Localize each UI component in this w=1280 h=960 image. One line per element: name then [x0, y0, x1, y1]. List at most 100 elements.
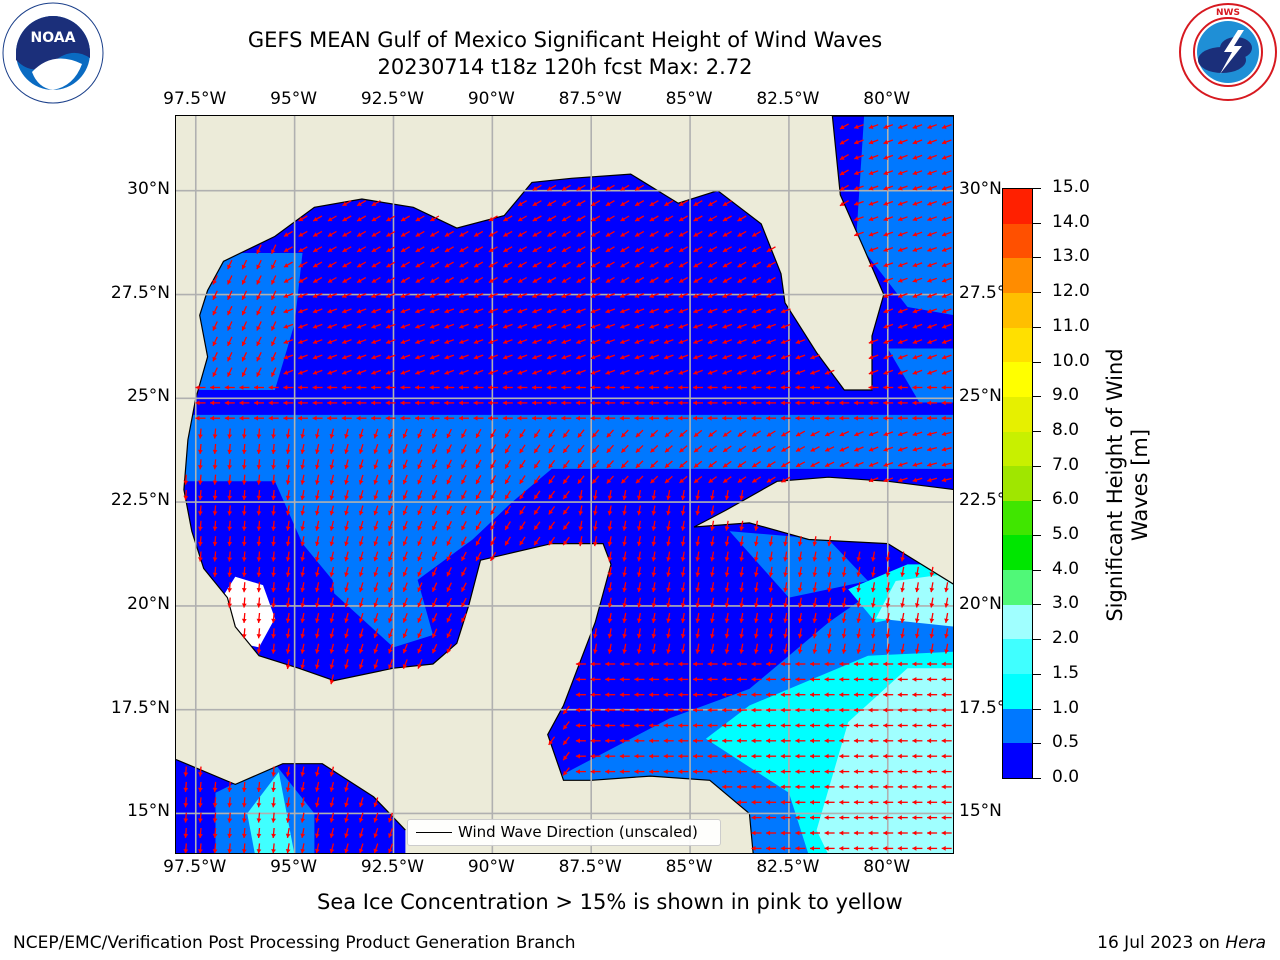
footer-date: 16 Jul 2023 on Hera: [1097, 933, 1266, 953]
wave-direction-arrow: [927, 170, 938, 176]
wave-direction-arrow: [605, 323, 616, 329]
wave-direction-arrow: [883, 707, 894, 713]
wave-direction-arrow: [239, 415, 250, 421]
wave-direction-arrow: [795, 677, 806, 682]
wave-direction-arrow: [388, 643, 394, 654]
wave-direction-arrow: [739, 536, 745, 547]
vector-legend: Wind Wave Direction (unscaled): [407, 819, 721, 846]
wave-direction-arrow: [285, 797, 291, 808]
wave-direction-arrow: [780, 738, 791, 744]
wave-direction-arrow: [344, 551, 349, 562]
wave-direction-arrow: [417, 582, 423, 593]
wave-direction-arrow: [283, 308, 294, 314]
wave-direction-arrow: [856, 612, 862, 624]
wave-direction-arrow: [929, 628, 935, 639]
wave-direction-arrow: [941, 231, 952, 237]
wave-direction-arrow: [751, 415, 762, 421]
wave-direction-arrow: [883, 477, 894, 483]
wave-direction-arrow: [751, 400, 762, 406]
wave-direction-arrow: [868, 431, 879, 437]
wave-direction-arrow: [634, 385, 645, 390]
wave-direction-arrow: [271, 766, 276, 777]
wave-direction-arrow: [312, 339, 323, 344]
wave-direction-arrow: [853, 677, 864, 682]
wave-direction-arrow: [739, 520, 745, 531]
wave-direction-arrow: [227, 551, 233, 562]
wave-direction-arrow: [751, 445, 762, 453]
wave-direction-arrow: [241, 566, 247, 577]
wave-direction-arrow: [885, 643, 891, 654]
wave-direction-arrow: [532, 369, 542, 375]
wave-direction-arrow: [388, 520, 394, 531]
wave-direction-arrow: [590, 323, 601, 329]
wave-direction-arrow: [285, 536, 291, 547]
wave-direction-arrow: [256, 536, 262, 547]
wave-direction-arrow: [546, 308, 557, 314]
wave-direction-arrow: [944, 628, 949, 639]
wave-direction-arrow: [385, 400, 396, 406]
wave-direction-arrow: [183, 843, 189, 853]
wave-direction-arrow: [356, 308, 367, 314]
colorbar-tick: [1033, 778, 1041, 779]
wave-direction-arrow: [766, 677, 777, 682]
bottom-lon-tick-label: 82.5°W: [756, 857, 820, 877]
wave-direction-arrow: [766, 753, 777, 759]
wave-direction-arrow: [358, 490, 364, 500]
wave-direction-arrow: [241, 490, 247, 501]
wave-direction-arrow: [212, 827, 218, 839]
wave-direction-arrow: [781, 445, 791, 453]
wave-direction-arrow: [766, 308, 777, 314]
wave-direction-arrow: [327, 323, 338, 329]
wave-direction-arrow: [198, 536, 203, 547]
wave-direction-arrow: [446, 505, 452, 516]
wave-direction-arrow: [634, 308, 645, 314]
wave-band-region: [294, 473, 433, 648]
wave-direction-arrow: [680, 612, 686, 624]
wave-direction-arrow: [575, 661, 586, 667]
wave-direction-arrow: [897, 154, 908, 160]
wave-direction-arrow: [883, 431, 894, 437]
wave-direction-arrow: [300, 781, 306, 792]
wave-direction-arrow: [241, 305, 248, 316]
wave-direction-arrow: [256, 551, 262, 562]
wave-direction-arrow: [839, 815, 850, 820]
wave-direction-arrow: [300, 505, 306, 516]
wave-direction-arrow: [546, 385, 557, 390]
left-lat-tick-label: 27.5°N: [110, 282, 170, 303]
wave-direction-arrow: [297, 400, 308, 406]
wave-direction-arrow: [707, 230, 718, 237]
wave-direction-arrow: [312, 230, 323, 237]
wave-direction-arrow: [619, 753, 630, 759]
wave-direction-arrow: [297, 308, 308, 314]
wave-direction-arrow: [839, 661, 850, 667]
wave-direction-arrow: [373, 582, 379, 593]
wave-direction-arrow: [271, 275, 277, 285]
wave-direction-arrow: [327, 385, 338, 390]
colorbar-tick: [1033, 326, 1041, 328]
wave-direction-arrow: [590, 707, 601, 713]
wave-direction-arrow: [606, 460, 614, 469]
wave-direction-arrow: [256, 352, 262, 362]
wave-direction-arrow: [329, 490, 335, 501]
wave-direction-arrow: [751, 769, 762, 774]
wave-direction-arrow: [271, 566, 276, 577]
wave-direction-arrow: [649, 261, 659, 268]
wave-direction-arrow: [444, 230, 454, 237]
wave-direction-arrow: [533, 521, 541, 531]
wave-direction-arrow: [897, 216, 908, 222]
wave-direction-arrow: [710, 566, 715, 577]
wave-direction-arrow: [839, 415, 850, 421]
wave-direction-arrow: [751, 292, 762, 298]
wave-direction-arrow: [650, 429, 659, 438]
wave-direction-arrow: [371, 276, 381, 284]
wave-direction-arrow: [473, 292, 484, 298]
wave-direction-arrow: [590, 769, 601, 774]
wave-direction-arrow: [532, 385, 542, 390]
wave-direction-arrow: [693, 415, 703, 421]
wave-direction-arrow: [297, 415, 308, 421]
wave-direction-arrow: [900, 612, 905, 624]
wave-direction-arrow: [853, 216, 864, 222]
wave-direction-arrow: [517, 369, 528, 375]
wave-direction-arrow: [502, 323, 513, 329]
wave-direction-arrow: [283, 354, 294, 360]
